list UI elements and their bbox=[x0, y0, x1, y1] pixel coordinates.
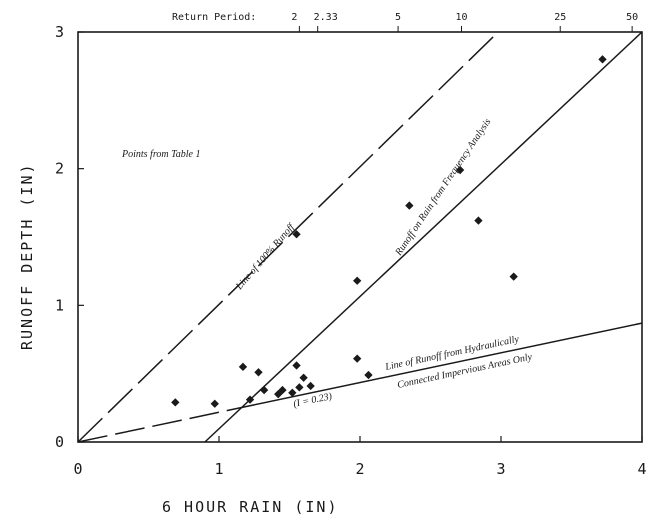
return-period-tick-label: 5 bbox=[395, 12, 401, 23]
plot-frame bbox=[77, 31, 643, 443]
return-period-tick-label: 10 bbox=[455, 12, 467, 23]
data-point bbox=[292, 230, 301, 239]
data-point bbox=[353, 276, 362, 285]
annotation-impervious-fraction: (I = 0.23) bbox=[292, 391, 333, 410]
data-point bbox=[210, 399, 219, 408]
series-lines bbox=[77, 31, 643, 443]
annotation-frequency-analysis: Runoff on Rain from Frequency Analysis bbox=[393, 117, 494, 259]
series-line-3 bbox=[77, 322, 643, 443]
return-period-tick-label: 2.33 bbox=[314, 12, 338, 23]
data-points bbox=[171, 55, 607, 408]
x-axis-title: 6 HOUR RAIN (IN) bbox=[162, 498, 339, 516]
y-tick-label: 2 bbox=[55, 160, 64, 178]
data-point bbox=[509, 272, 518, 281]
y-tick-label: 1 bbox=[55, 296, 64, 314]
series-line-1 bbox=[77, 31, 499, 443]
data-point bbox=[598, 55, 607, 64]
y-tick-label: 3 bbox=[55, 23, 64, 41]
data-point bbox=[238, 362, 248, 371]
data-point bbox=[474, 216, 483, 225]
x-tick-label: 2 bbox=[355, 460, 364, 478]
data-point bbox=[288, 388, 297, 397]
y-axis-title: RUNOFF DEPTH (IN) bbox=[18, 162, 36, 350]
y-axis-ticks: 0 1 2 3 bbox=[55, 23, 84, 451]
x-tick-label: 0 bbox=[73, 460, 82, 478]
data-point bbox=[254, 368, 263, 377]
return-period-tick-label: 50 bbox=[626, 12, 638, 23]
data-point bbox=[353, 354, 362, 363]
data-point bbox=[171, 398, 180, 407]
data-point bbox=[292, 361, 301, 370]
annotation-100-percent-runoff: Line of 100% Runoff bbox=[233, 221, 297, 293]
data-point bbox=[299, 373, 308, 382]
data-point bbox=[274, 390, 283, 399]
data-point bbox=[364, 370, 373, 380]
return-period-label: Return Period: bbox=[172, 12, 256, 23]
data-point bbox=[306, 381, 315, 391]
points-legend-label: Points from Table 1 bbox=[121, 149, 200, 160]
data-point bbox=[295, 383, 304, 392]
return-period-tick-label: 25 bbox=[554, 12, 566, 23]
data-point bbox=[455, 165, 465, 175]
y-tick-label: 0 bbox=[55, 433, 64, 451]
series-line-2 bbox=[204, 31, 643, 443]
data-point bbox=[245, 395, 255, 404]
data-point bbox=[259, 385, 269, 395]
x-tick-label: 1 bbox=[214, 460, 223, 478]
return-period-ticks: 2 2.33 5 10 25 50 bbox=[291, 12, 638, 32]
data-point bbox=[278, 385, 287, 395]
x-tick-label: 4 bbox=[637, 460, 646, 478]
x-tick-label: 3 bbox=[496, 460, 505, 478]
return-period-tick-label: 2 bbox=[291, 12, 297, 23]
data-point bbox=[405, 201, 414, 210]
